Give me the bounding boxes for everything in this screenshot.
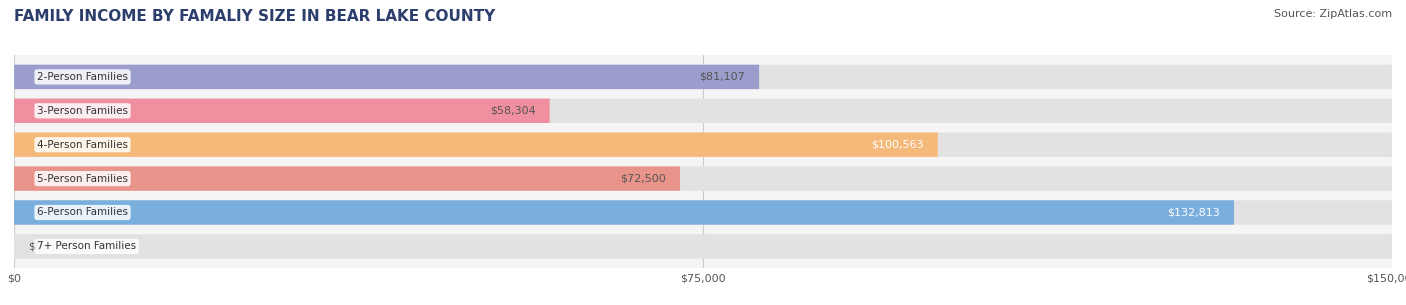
FancyBboxPatch shape bbox=[14, 99, 1392, 123]
FancyBboxPatch shape bbox=[14, 99, 550, 123]
FancyBboxPatch shape bbox=[14, 132, 938, 157]
Text: $100,563: $100,563 bbox=[872, 140, 924, 150]
Text: 3-Person Families: 3-Person Families bbox=[37, 106, 128, 116]
Text: 7+ Person Families: 7+ Person Families bbox=[37, 241, 136, 251]
FancyBboxPatch shape bbox=[14, 132, 1392, 157]
Text: 2-Person Families: 2-Person Families bbox=[37, 72, 128, 82]
FancyBboxPatch shape bbox=[14, 65, 759, 89]
Text: Source: ZipAtlas.com: Source: ZipAtlas.com bbox=[1274, 9, 1392, 19]
Text: FAMILY INCOME BY FAMALIY SIZE IN BEAR LAKE COUNTY: FAMILY INCOME BY FAMALIY SIZE IN BEAR LA… bbox=[14, 9, 495, 24]
FancyBboxPatch shape bbox=[14, 167, 681, 191]
Text: $81,107: $81,107 bbox=[700, 72, 745, 82]
Text: $0: $0 bbox=[28, 241, 42, 251]
Text: $132,813: $132,813 bbox=[1167, 207, 1220, 217]
Text: 5-Person Families: 5-Person Families bbox=[37, 174, 128, 184]
Text: 6-Person Families: 6-Person Families bbox=[37, 207, 128, 217]
FancyBboxPatch shape bbox=[14, 234, 1392, 259]
Text: $72,500: $72,500 bbox=[620, 174, 666, 184]
FancyBboxPatch shape bbox=[14, 65, 1392, 89]
FancyBboxPatch shape bbox=[14, 200, 1392, 225]
FancyBboxPatch shape bbox=[14, 200, 1234, 225]
Text: 4-Person Families: 4-Person Families bbox=[37, 140, 128, 150]
Text: $58,304: $58,304 bbox=[491, 106, 536, 116]
FancyBboxPatch shape bbox=[14, 167, 1392, 191]
